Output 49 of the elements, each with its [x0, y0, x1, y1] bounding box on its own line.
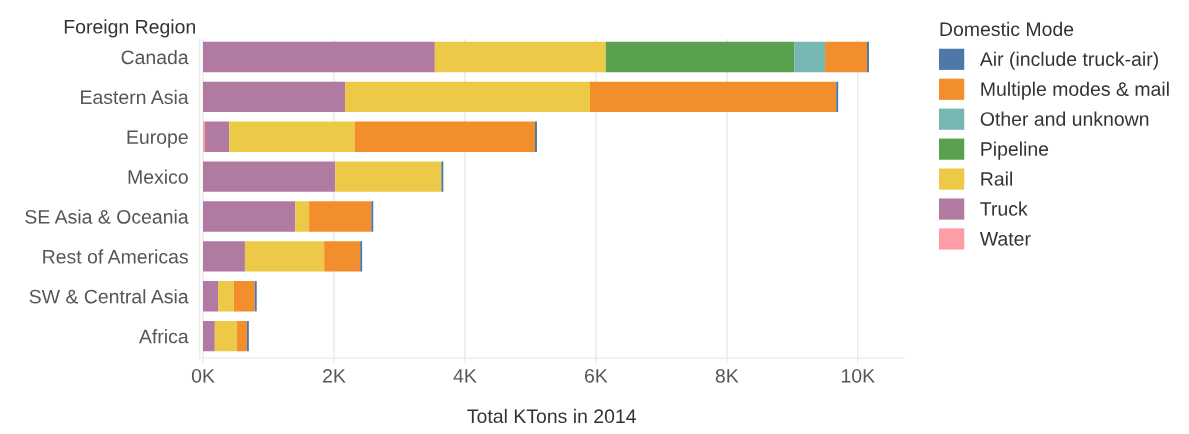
bar — [590, 81, 837, 113]
legend-label: Water — [979, 232, 1031, 246]
y-tick-label: Mexico — [128, 169, 188, 184]
y-tick-label: SE Asia & Oceania — [25, 209, 189, 224]
y-axis-title: Foreign Region — [64, 19, 195, 38]
y-tick-label: Africa — [138, 329, 189, 344]
bar — [203, 81, 346, 113]
x-tick-label: 6K — [584, 368, 608, 383]
y-tick-label: Canada — [121, 49, 189, 65]
x-tick-label: 8K — [715, 368, 739, 383]
bar — [214, 320, 238, 352]
y-tick-label: Rest of Americas — [43, 249, 188, 264]
x-tick-label: 0K — [191, 368, 215, 383]
bar — [605, 41, 795, 73]
bar — [354, 121, 535, 152]
x-tick-label: 10K — [841, 368, 875, 383]
bar — [345, 81, 590, 113]
x-axis-title: Total KTons in 2014 — [467, 408, 636, 424]
legend-label: Air (include truck-air) — [979, 51, 1158, 70]
bar — [204, 121, 230, 152]
y-tick-label: Europe — [127, 130, 188, 148]
legend-label: Pipeline — [981, 141, 1049, 160]
bar — [203, 41, 435, 73]
y-tick-label: SW & Central Asia — [29, 289, 189, 304]
x-tick-label: 2K — [323, 368, 346, 383]
legend-title: Domestic Mode — [940, 21, 1074, 37]
bar — [309, 201, 372, 232]
bar — [825, 41, 867, 73]
bar — [203, 161, 336, 192]
bar — [218, 281, 234, 312]
bar — [203, 281, 219, 312]
bar — [295, 201, 310, 232]
bar — [335, 161, 442, 192]
bar — [233, 281, 255, 312]
y-tick-label: Eastern Asia — [81, 89, 189, 105]
bar — [237, 320, 247, 352]
bar — [794, 41, 826, 73]
legend-label: Other and unknown — [980, 111, 1149, 126]
bar — [203, 241, 245, 272]
bar — [203, 201, 296, 232]
bar — [434, 41, 606, 73]
legend-label: Multiple modes & mail — [981, 81, 1169, 100]
x-tick-label: 4K — [453, 369, 477, 383]
bar — [244, 241, 325, 272]
bar — [324, 241, 361, 272]
legend-label: Truck — [980, 201, 1028, 216]
bar — [203, 320, 215, 352]
bar — [229, 121, 355, 152]
legend-label: Rail — [981, 171, 1012, 186]
